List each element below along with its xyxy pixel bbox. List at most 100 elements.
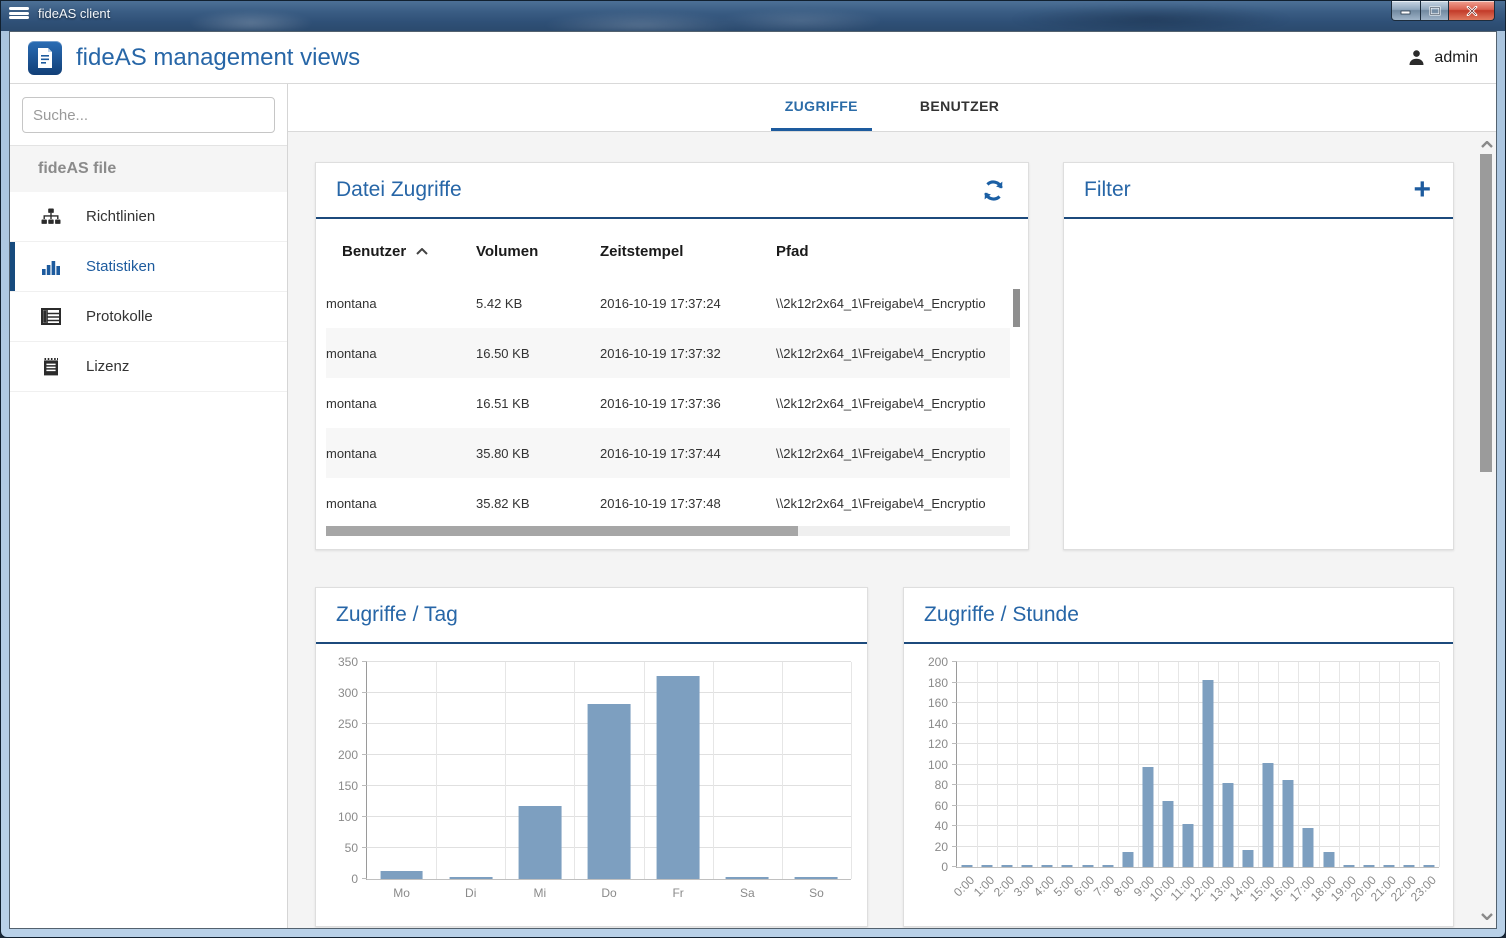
bar-22:00 — [1403, 865, 1415, 867]
gridline — [712, 662, 714, 879]
bar-11:00 — [1182, 823, 1194, 867]
table-row[interactable]: montana 16.50 KB 2016-10-19 17:37:32 \\2k12… — [326, 328, 1010, 378]
y-tick — [362, 785, 367, 786]
titlebar[interactable]: fideAS client — [1, 1, 1505, 31]
bar-12:00 — [1202, 680, 1214, 867]
y-tick — [362, 692, 367, 693]
gridline — [1318, 662, 1320, 867]
gridline — [436, 662, 438, 879]
tab-benutzer[interactable]: BENUTZER — [919, 98, 1000, 114]
y-tick-label: 100 — [337, 810, 358, 824]
minimize-button[interactable] — [1391, 1, 1421, 21]
x-tick-label: Sa — [739, 886, 755, 900]
y-tick-label: 150 — [337, 779, 358, 793]
close-button[interactable] — [1449, 1, 1495, 21]
sidebar-item-label: Richtlinien — [86, 208, 156, 225]
y-tick-label: 180 — [927, 675, 948, 690]
bar-Do — [587, 703, 631, 879]
y-tick — [952, 804, 957, 806]
gridline — [643, 662, 645, 879]
accesses-per-day-card: Zugriffe / Tag 0 50 100 150 200 250 300 350 Mo Di… — [315, 587, 868, 927]
sidebar-item-richtlinien[interactable]: Richtlinien — [10, 192, 287, 242]
app-header: fideAS management views admin — [10, 32, 1496, 84]
bar-7:00 — [1102, 865, 1114, 867]
y-tick-label: 120 — [927, 737, 948, 751]
table-cell: 35.80 KB — [476, 428, 600, 478]
scroll-up-icon[interactable] — [1478, 136, 1496, 152]
bar-1:00 — [981, 865, 993, 867]
sidebar-item-lizenz[interactable]: Lizenz — [10, 342, 287, 392]
bar-Mi — [518, 805, 562, 879]
table-row[interactable]: montana 16.51 KB 2016-10-19 17:37:36 \\2k12… — [326, 378, 1010, 428]
plus-icon: + — [1413, 173, 1431, 206]
gridline — [1418, 662, 1420, 867]
window-title: fideAS client — [38, 5, 111, 21]
table-cell: 5.42 KB — [476, 295, 523, 311]
y-tick — [362, 754, 367, 755]
table-row[interactable]: montana 35.82 KB 2016-10-19 17:37:48 \\2k12… — [326, 478, 1010, 519]
column-header-benutzer[interactable]: Benutzer — [326, 221, 476, 278]
bar-17:00 — [1302, 828, 1314, 867]
x-tick-label: Di — [465, 886, 477, 900]
sidebar-item-protokolle[interactable]: Protokolle — [10, 292, 287, 342]
table-horizontal-scrollbar[interactable] — [326, 526, 1010, 536]
table-cell: 2016-10-19 17:37:24 — [600, 295, 721, 311]
gridline — [574, 662, 576, 879]
y-tick-label: 350 — [337, 655, 358, 669]
table-vscroll-thumb[interactable] — [1013, 289, 1020, 327]
app-logo-icon — [28, 40, 62, 75]
gridline — [1358, 662, 1360, 867]
table-cell: 16.51 KB — [476, 395, 530, 411]
accesses-per-hour-card: Zugriffe / Stunde 0 20 40 60 80 100 120 140 160 1… — [903, 587, 1454, 927]
gridline — [1398, 662, 1400, 867]
accesses-per-hour-chart: 0 20 40 60 80 100 120 140 160 180 200 0:00 1:00 2:00 3… — [928, 655, 1440, 904]
page-title: fideAS management views — [76, 43, 361, 71]
y-tick-label: 300 — [337, 686, 358, 700]
bar-8:00 — [1122, 851, 1134, 867]
sidebar-item-label: Statistiken — [86, 258, 156, 275]
add-filter-button[interactable]: + — [1411, 173, 1433, 206]
accesses-per-hour-title: Zugriffe / Stunde — [924, 603, 1079, 626]
table-cell: 2016-10-19 17:37:48 — [600, 495, 721, 511]
y-tick-label: 200 — [337, 748, 358, 762]
maximize-button[interactable] — [1421, 1, 1449, 21]
table-cell: 2016-10-19 17:37:44 — [600, 428, 776, 478]
table-row[interactable]: montana 35.80 KB 2016-10-19 17:37:44 \\2k12… — [326, 428, 1010, 478]
table-hscroll-thumb[interactable] — [326, 526, 798, 536]
table-cell: \\2k12r2x64_1\Freigabe\4_Encryptio — [776, 428, 1010, 478]
table-vertical-scrollbar[interactable] — [1013, 289, 1020, 484]
y-tick-label: 250 — [337, 717, 358, 731]
table-cell: \\2k12r2x64_1\Freigabe\4_Encryptio — [776, 295, 986, 311]
bar-5:00 — [1061, 865, 1073, 867]
column-header-pfad[interactable]: Pfad — [776, 243, 809, 260]
main-vscroll-thumb[interactable] — [1480, 154, 1492, 472]
gridline — [1238, 662, 1240, 867]
y-tick — [952, 825, 957, 826]
accesses-per-day-chart: 0 50 100 150 200 250 300 350 Mo Di Mi Do Fr Sa So — [338, 655, 852, 900]
x-tick-label: So — [809, 886, 824, 900]
user-menu[interactable]: admin — [1408, 49, 1478, 67]
gridline — [977, 662, 979, 867]
bar-4:00 — [1041, 865, 1053, 867]
y-tick-label: 200 — [927, 655, 948, 669]
scroll-down-icon[interactable] — [1478, 908, 1496, 924]
gridline — [997, 662, 999, 867]
column-header-volumen[interactable]: Volumen — [476, 243, 539, 260]
bar-6:00 — [1082, 865, 1094, 867]
table-row[interactable]: montana 5.42 KB 2016-10-19 17:37:24 \\2k12r… — [326, 278, 1010, 328]
search-input[interactable] — [22, 97, 275, 133]
restore-icon — [1429, 6, 1440, 15]
bar-21:00 — [1383, 865, 1395, 867]
gridline — [1097, 662, 1099, 867]
column-header-zeitstempel[interactable]: Zeitstempel — [600, 243, 684, 260]
main-vertical-scrollbar[interactable] — [1478, 132, 1496, 928]
tab-zugriffe[interactable]: ZUGRIFFE — [770, 84, 872, 131]
file-access-table-body: montana 5.42 KB 2016-10-19 17:37:24 \\2k12r… — [326, 278, 1010, 519]
y-tick-label: 0 — [941, 860, 948, 874]
table-cell: \\2k12r2x64_1\Freigabe\4_Encryptio — [776, 495, 986, 511]
sidebar-item-statistiken[interactable]: Statistiken — [10, 242, 287, 292]
sidebar: fideAS file Richtlinien Statistiken Protok… — [10, 84, 288, 928]
y-tick-label: 100 — [927, 757, 948, 772]
refresh-button[interactable] — [979, 176, 1008, 205]
